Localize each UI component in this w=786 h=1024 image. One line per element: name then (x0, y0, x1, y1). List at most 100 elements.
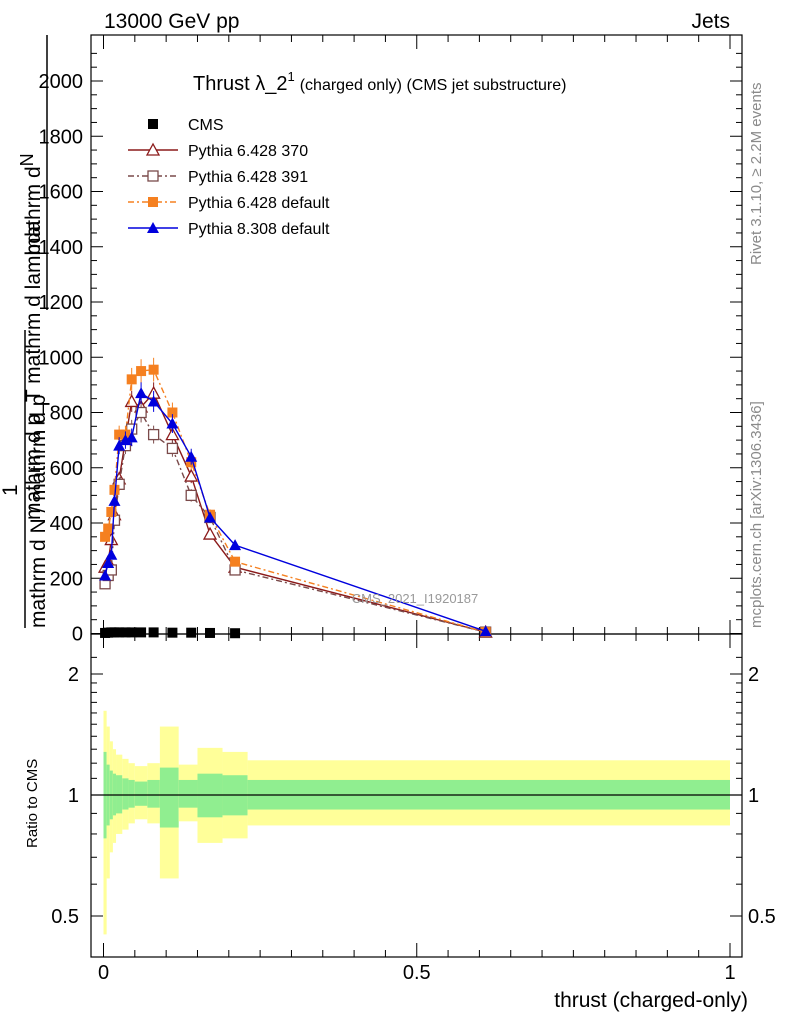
data-point (106, 506, 117, 517)
data-point (167, 407, 178, 418)
legend-label: Pythia 6.428 default (188, 195, 330, 212)
data-point (135, 387, 148, 399)
data-point (120, 627, 131, 638)
ratio-inner-band (178, 779, 198, 808)
y-tick-label: 400 (50, 513, 83, 535)
data-point (479, 625, 492, 637)
data-point (102, 557, 115, 569)
ratio-inner-band (134, 781, 148, 806)
data-point (100, 531, 111, 542)
legend-label: Pythia 6.428 370 (188, 143, 308, 160)
x-tick-label: 0.5 (403, 962, 431, 984)
data-point (230, 556, 241, 567)
y-tick-label: 1200 (39, 292, 84, 314)
data-point (114, 429, 125, 440)
data-point (165, 427, 180, 441)
data-point (185, 489, 197, 502)
legend-marker (148, 197, 158, 207)
legend-label: CMS (188, 117, 224, 134)
ratio-y-tick-label: 2 (68, 664, 79, 686)
data-point (125, 431, 138, 443)
ratio-inner-band (128, 779, 135, 808)
chart-title-superscript: 1 (287, 69, 294, 84)
legend-marker (145, 142, 161, 156)
data-point (229, 539, 242, 551)
data-point (147, 395, 160, 407)
collision-label: 13000 GeV pp (104, 10, 239, 33)
mcplots-label: mcplots.cern.ch [arXiv:1306.3436] (748, 401, 765, 628)
ratio-inner-band (159, 767, 179, 828)
data-point (136, 366, 147, 377)
ratio-y-tick-label-right: 1 (748, 785, 759, 807)
data-point (185, 450, 198, 462)
y-tick-label: 800 (50, 403, 83, 425)
legend: CMS Pythia 6.428 370 Pythia 6.428 391 Pythi… (128, 117, 330, 238)
rivet-version-label: Rivet 3.1.10, ≥ 2.2M events (748, 83, 765, 266)
data-point (205, 627, 216, 638)
series-1 (100, 627, 241, 639)
legend-marker (148, 119, 158, 129)
chart-title-rest: (charged only) (CMS jet substructure) (300, 77, 567, 94)
data-point (109, 484, 120, 495)
legend-label: Pythia 6.428 391 (188, 169, 308, 186)
ratio-y-tick-label-right: 0.5 (748, 906, 776, 928)
x-tick-label: 1 (724, 962, 735, 984)
y-tick-label: 2000 (39, 71, 84, 93)
chart-title-main: Thrust λ_2 (193, 73, 287, 95)
y-tick-label: 1800 (39, 126, 84, 148)
data-point (166, 442, 179, 455)
x-axis-label: thrust (charged-only) (554, 989, 748, 1012)
ylabel-overlay: mathrm d p_T mathrm d lambda (22, 220, 45, 520)
data-series (97, 357, 493, 639)
ratio-y-tick-label: 0.5 (51, 906, 79, 928)
data-point (184, 468, 199, 482)
data-point (166, 417, 179, 429)
analysis-watermark: CMS_2021_I1920187 (352, 591, 479, 606)
data-point (113, 439, 126, 451)
data-point (167, 627, 178, 638)
ylabel-fraction-one: 1 (0, 484, 22, 496)
y-tick-label: 1000 (39, 347, 84, 369)
ylabel-denominator: mathrm d N / mathrm d p (27, 395, 50, 628)
data-point (148, 364, 159, 375)
y-tick-label: 200 (50, 568, 83, 590)
main-plot-axes: 0 200 400 600 800 1000 1200 1400 1600 1800 2000 (39, 34, 743, 646)
data-point (108, 494, 121, 506)
ratio-inner-band (147, 779, 160, 808)
y-tick-label: 600 (50, 458, 83, 480)
data-point (126, 627, 137, 638)
y-tick-label: 0 (72, 624, 83, 646)
ylabel-numerator-top: mathrm dN (17, 153, 45, 255)
series-line (104, 411, 486, 633)
legend-marker (147, 170, 159, 182)
ratio-y-tick-label: 1 (68, 785, 79, 807)
ratio-plot-axes: 0.5 0.5 1 1 2 2 0 0.5 1 (51, 633, 776, 984)
series-5 (99, 382, 492, 637)
series-line (104, 392, 486, 632)
legend-entry: CMS (148, 117, 224, 134)
legend-entry: Pythia 6.428 default (128, 195, 330, 212)
data-point (148, 627, 159, 638)
data-point (119, 434, 132, 446)
data-point (136, 627, 147, 638)
legend-label: Pythia 8.308 default (188, 221, 330, 238)
data-point (147, 428, 160, 441)
legend-entry: Pythia 6.428 370 (128, 142, 308, 160)
data-point (230, 628, 241, 639)
ratio-y-tick-label-right: 2 (748, 664, 759, 686)
ratio-uncertainty-bands (91, 710, 742, 935)
ratio-ylabel: Ratio to CMS (24, 759, 41, 848)
data-point (135, 406, 147, 419)
legend-entry: Pythia 6.428 391 (128, 169, 308, 186)
legend-marker (147, 222, 159, 233)
y-tick-label: 1400 (39, 237, 84, 259)
ratio-inner-band (116, 775, 123, 814)
data-point (204, 511, 217, 523)
x-tick-label: 0 (98, 962, 109, 984)
data-point (186, 627, 197, 638)
ratio-inner-band (122, 778, 129, 810)
data-point (202, 526, 218, 540)
main-ylabel: mathrm dN mathrm d p_T mathrm d lambda 1… (0, 35, 50, 628)
chart-title: Thrust λ_21 (charged only) (CMS jet subst… (193, 69, 566, 95)
